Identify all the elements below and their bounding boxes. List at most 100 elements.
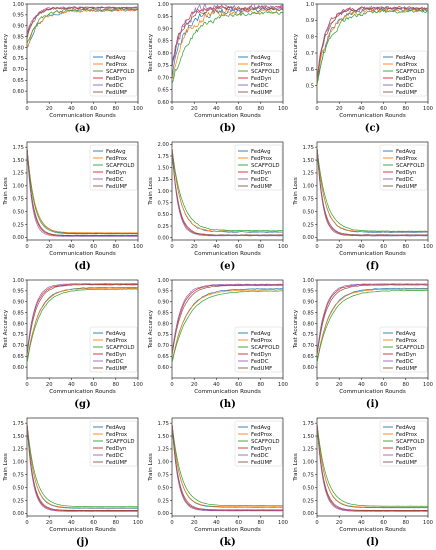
y-tick-label: 0.75 — [157, 473, 169, 479]
panel-caption: (g) — [74, 399, 90, 410]
legend-entry: SCAFFOLD — [106, 163, 134, 169]
x-tick-label: 100 — [278, 244, 288, 250]
series-line-feddc — [172, 423, 283, 512]
y-tick-label: 0.95 — [302, 289, 314, 295]
chart-panel-12: 0 20 40 60 80 100 0.00 0.25 0.50 0.75 1.00 1.25 1.50… — [293, 417, 433, 548]
x-tick-label: 60 — [380, 520, 387, 526]
x-tick-label: 100 — [278, 382, 288, 388]
legend-entry: SCAFFOLD — [396, 345, 424, 351]
y-axis-label: Test Accuracy — [148, 309, 154, 349]
x-axis-label: Communication Rounds — [194, 113, 261, 119]
chart-panel-8: 0 20 40 60 80 100 0.60 0.65 0.70 0.75 0.80 0.85 0.90… — [148, 278, 288, 410]
x-tick-label: 20 — [336, 106, 343, 112]
y-tick-label: 0.75 — [157, 200, 169, 206]
y-tick-label: 0.80 — [12, 45, 24, 51]
panel-caption: (b) — [219, 123, 235, 134]
legend-entry: FedDC — [251, 359, 269, 365]
series-line-scaffold — [172, 149, 283, 232]
y-tick-label: 0.95 — [12, 13, 24, 19]
y-tick-label: 1.50 — [157, 434, 169, 440]
legend-entry: FedProx — [106, 156, 128, 162]
x-axis-label: Communication Rounds — [194, 389, 261, 395]
x-axis-label: Communication Rounds — [339, 113, 406, 119]
series-line-scaffold — [172, 423, 283, 507]
y-tick-label: 1.00 — [157, 460, 169, 466]
y-tick-label: 0.8 — [306, 34, 314, 40]
y-tick-label: 0.7 — [306, 51, 314, 57]
x-tick-label: 0 — [170, 244, 173, 250]
legend-entry: SCAFFOLD — [251, 439, 279, 445]
y-tick-label: 0.75 — [157, 63, 169, 69]
y-tick-label: 0.70 — [157, 75, 169, 81]
y-tick-label: 1.00 — [12, 460, 24, 466]
x-tick-label: 0 — [25, 520, 28, 526]
axes-frame — [316, 417, 429, 517]
x-tick-label: 40 — [68, 520, 75, 526]
legend-entry: FedAvg — [106, 425, 126, 431]
x-axis-label: Communication Rounds — [49, 527, 116, 533]
x-tick-label: 20 — [336, 244, 343, 250]
y-tick-label: 1.00 — [157, 189, 169, 195]
x-tick-label: 20 — [46, 520, 53, 526]
legend-entry: FedProx — [106, 62, 128, 68]
legend-entry: SCAFFOLD — [106, 345, 134, 351]
series-line-fedprox — [317, 423, 428, 508]
y-tick-label: 0.00 — [12, 235, 24, 241]
panel-caption: (k) — [219, 537, 235, 548]
y-tick-label: 1.25 — [12, 171, 24, 177]
y-tick-label: 1.00 — [12, 278, 24, 284]
y-tick-label: 1.00 — [302, 184, 314, 190]
x-tick-label: 80 — [402, 382, 409, 388]
legend-entry: FedDyn — [396, 446, 416, 452]
x-tick-label: 60 — [380, 244, 387, 250]
x-tick-label: 100 — [423, 382, 433, 388]
series-line-fedumf — [317, 6, 428, 82]
y-tick-label: 0.65 — [12, 78, 24, 84]
y-tick-label: 0.65 — [302, 354, 314, 360]
y-tick-label: 1.00 — [302, 460, 314, 466]
x-tick-label: 100 — [133, 520, 143, 526]
y-axis-label: Train Loss — [293, 453, 299, 482]
y-axis-label: Test Accuracy — [293, 33, 299, 73]
series-line-fedumf — [317, 147, 428, 236]
y-tick-label: 1.75 — [302, 421, 314, 427]
x-tick-label: 60 — [235, 520, 242, 526]
series-line-scaffold — [27, 147, 138, 235]
x-tick-label: 20 — [46, 382, 53, 388]
legend-entry: SCAFFOLD — [251, 163, 279, 169]
y-tick-label: 0.70 — [12, 67, 24, 73]
y-axis-label: Test Accuracy — [293, 309, 299, 349]
series-line-feddyn — [27, 423, 138, 512]
legend-entry: FedAvg — [396, 149, 416, 155]
y-tick-label: 0.60 — [12, 365, 24, 371]
y-tick-label: 0.9 — [306, 18, 314, 24]
y-tick-label: 0.65 — [12, 354, 24, 360]
x-tick-label: 20 — [336, 520, 343, 526]
series-line-fedprox — [172, 289, 283, 363]
legend-entry: FedUMF — [106, 90, 127, 96]
y-tick-label: 0.5 — [306, 83, 314, 89]
series-line-feddc — [317, 423, 428, 512]
series-line-feddc — [172, 149, 283, 237]
x-tick-label: 100 — [423, 244, 433, 250]
series-line-fedumf — [317, 423, 428, 511]
x-axis-label: Communication Rounds — [339, 527, 406, 533]
legend-entry: FedProx — [251, 338, 273, 344]
y-tick-label: 0.50 — [12, 485, 24, 491]
series-line-fedprox — [27, 8, 138, 49]
legend-entry: SCAFFOLD — [396, 163, 424, 169]
x-tick-label: 100 — [133, 382, 143, 388]
y-tick-label: 1.00 — [12, 2, 24, 8]
series-line-feddyn — [317, 423, 428, 512]
x-tick-label: 80 — [112, 244, 119, 250]
series-line-fedprox — [172, 146, 283, 233]
legend-entry: SCAFFOLD — [251, 69, 279, 75]
y-tick-label: 0.25 — [12, 222, 24, 228]
chart-panel-4: 0 20 40 60 80 100 0.00 0.25 0.50 0.75 1.00 1.25 1.50… — [3, 141, 143, 272]
y-tick-label: 1.25 — [302, 171, 314, 177]
y-tick-label: 1.50 — [302, 158, 314, 164]
x-tick-label: 40 — [68, 382, 75, 388]
series-line-scaffold — [317, 423, 428, 507]
x-tick-label: 100 — [278, 520, 288, 526]
